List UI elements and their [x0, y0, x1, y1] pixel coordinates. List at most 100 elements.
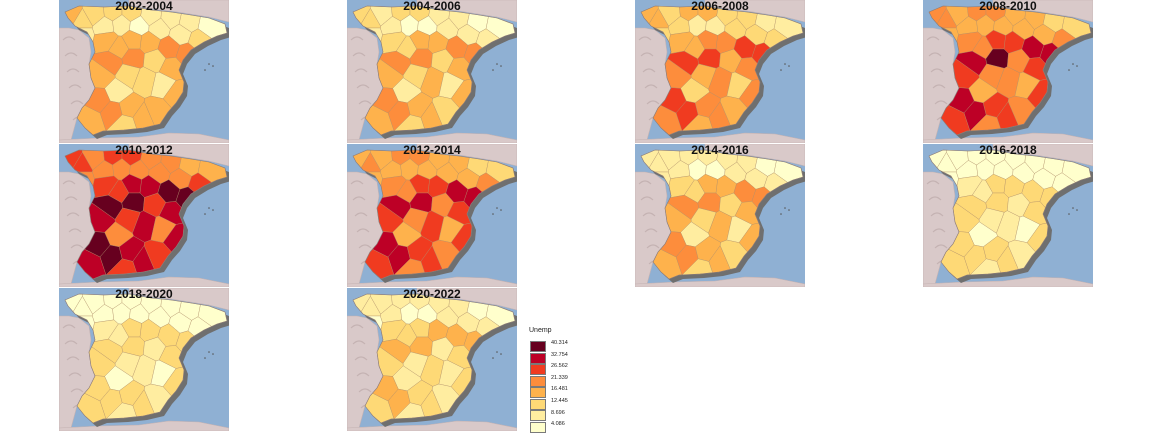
island-marker	[212, 65, 214, 67]
map-panel: 2012-2014	[347, 144, 517, 287]
panel-title: 2010-2012	[115, 144, 173, 157]
island-marker	[496, 63, 498, 65]
relief-shading	[932, 84, 946, 89]
spain-map	[923, 144, 1093, 287]
spain-outline	[928, 5, 1092, 136]
island-marker	[204, 69, 206, 71]
relief-shading	[642, 68, 656, 73]
spain-outline	[352, 293, 516, 424]
france-land	[704, 144, 805, 167]
island-marker	[208, 207, 210, 209]
island-marker	[492, 213, 494, 215]
relief-shading	[928, 52, 942, 57]
relief-shading	[928, 196, 942, 201]
france-land	[416, 0, 517, 23]
relief-shading	[358, 388, 372, 393]
map-panel: 2014-2016	[635, 144, 805, 287]
africa-land	[635, 132, 805, 143]
relief-shading	[358, 244, 372, 249]
spain-map	[635, 144, 805, 287]
relief-shading	[638, 180, 652, 185]
spain-outline	[64, 5, 228, 136]
panel-title: 2018-2020	[115, 288, 173, 301]
spain-outline	[640, 149, 804, 280]
legend-swatch	[530, 341, 546, 352]
legend-break-label: 8.696	[551, 409, 565, 416]
spain-outline	[352, 5, 516, 136]
legend-break-label: 40.314	[551, 340, 568, 346]
panel-title: 2014-2016	[691, 144, 749, 157]
africa-land	[59, 420, 229, 431]
island-marker	[204, 357, 206, 359]
relief-shading	[352, 196, 366, 201]
panel-title: 2016-2018	[979, 144, 1037, 157]
spain-map	[347, 144, 517, 287]
africa-land	[347, 420, 517, 431]
relief-shading	[354, 68, 368, 73]
map-panel: 2008-2010	[923, 0, 1093, 143]
relief-shading	[70, 100, 84, 105]
panel-title: 2004-2006	[403, 0, 461, 13]
island-marker	[492, 69, 494, 71]
spain-map	[59, 144, 229, 287]
legend-swatch	[530, 375, 546, 387]
panel-title: 2012-2014	[403, 144, 461, 157]
island-marker	[500, 65, 502, 67]
island-marker	[492, 357, 494, 359]
relief-shading	[62, 324, 76, 329]
relief-shading	[70, 388, 84, 393]
france-land	[416, 144, 517, 167]
relief-shading	[352, 52, 366, 57]
relief-shading	[70, 244, 84, 249]
spain-outline	[928, 149, 1092, 280]
relief-shading	[64, 52, 78, 57]
relief-shading	[644, 228, 658, 233]
africa-land	[347, 276, 517, 287]
relief-shading	[356, 228, 370, 233]
relief-shading	[646, 100, 660, 105]
spain-map	[923, 0, 1093, 143]
island-marker	[500, 209, 502, 211]
legend-break-label: 4.086	[551, 421, 565, 428]
island-marker	[212, 353, 214, 355]
relief-shading	[354, 212, 368, 217]
relief-shading	[934, 100, 948, 105]
map-panel: 2006-2008	[635, 0, 805, 143]
relief-shading	[350, 36, 364, 41]
legend-swatch	[530, 364, 546, 375]
map-panel: 2016-2018	[923, 144, 1093, 287]
relief-shading	[66, 356, 80, 361]
island-marker	[500, 353, 502, 355]
map-panel: 2004-2006	[347, 0, 517, 143]
island-marker	[496, 351, 498, 353]
relief-shading	[350, 180, 364, 185]
legend-break-label: 12.445	[551, 398, 568, 404]
legend-swatch	[530, 387, 546, 398]
map-legend: Unemp 40.314 32.754 26.562 21.339 16.481 12.4…	[529, 327, 599, 433]
france-land	[416, 288, 517, 311]
island-marker	[204, 213, 206, 215]
relief-shading	[934, 244, 948, 249]
france-land	[992, 0, 1093, 23]
africa-land	[635, 276, 805, 287]
france-land	[704, 0, 805, 23]
island-marker	[1068, 213, 1070, 215]
relief-shading	[64, 340, 78, 345]
panel-title: 2006-2008	[691, 0, 749, 13]
france-land	[128, 144, 229, 167]
relief-shading	[640, 196, 654, 201]
relief-shading	[62, 36, 76, 41]
relief-shading	[644, 84, 658, 89]
relief-shading	[354, 356, 368, 361]
island-marker	[208, 351, 210, 353]
legend-break-label: 26.562	[551, 363, 568, 370]
relief-shading	[66, 68, 80, 73]
relief-shading	[930, 212, 944, 217]
relief-shading	[638, 36, 652, 41]
legend-swatch	[530, 398, 546, 410]
relief-shading	[68, 84, 82, 89]
panel-title: 2008-2010	[979, 0, 1037, 13]
africa-land	[347, 132, 517, 143]
relief-shading	[646, 244, 660, 249]
relief-shading	[640, 52, 654, 57]
